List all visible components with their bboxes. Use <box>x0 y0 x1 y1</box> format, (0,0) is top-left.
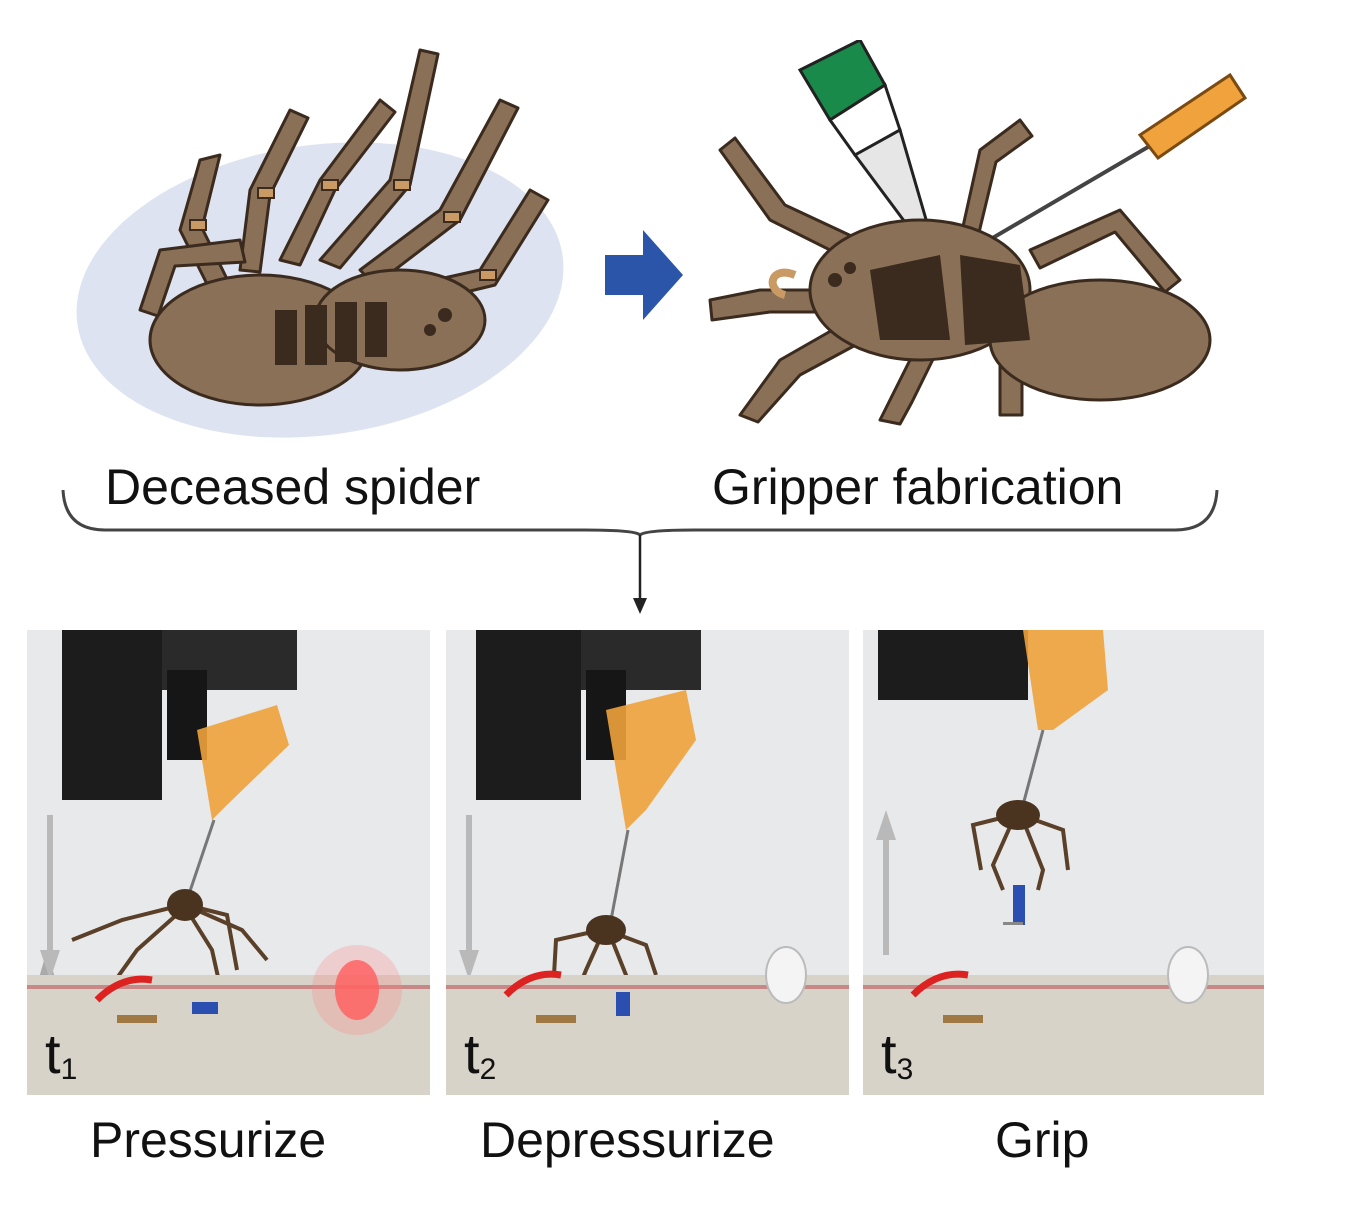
grouping-brace <box>61 490 1219 614</box>
led-off <box>1167 946 1209 1004</box>
down-arrow-icon <box>633 598 647 614</box>
spider-gripper <box>71 903 269 996</box>
photo-panel-grip: t3 <box>863 630 1264 1095</box>
time-label: t3 <box>881 1022 914 1086</box>
time-label: t1 <box>45 1022 78 1086</box>
photo-panel-pressurize: t1 <box>27 630 430 1095</box>
down-arrow-icon <box>40 950 60 980</box>
syringe-hub <box>197 705 289 820</box>
deceased-spider-illustration <box>76 48 564 438</box>
time-label: t2 <box>464 1022 497 1086</box>
up-arrow-icon <box>876 810 896 840</box>
depressurize-caption: Depressurize <box>480 1112 775 1168</box>
panel-scene <box>446 630 849 1095</box>
spider-gripper <box>970 813 1070 891</box>
spider-shadow <box>76 142 564 438</box>
spider-body <box>768 218 1212 402</box>
gripper-fabrication-caption: Gripper fabrication <box>712 459 1124 515</box>
spider-legs <box>708 118 1182 426</box>
led-on <box>335 960 379 1020</box>
deceased-spider-caption: Deceased spider <box>105 459 481 515</box>
grip-caption: Grip <box>995 1112 1090 1168</box>
down-arrow-icon <box>459 950 479 980</box>
mount-block <box>62 630 162 800</box>
leg-joints <box>189 179 497 281</box>
panel-scene <box>863 630 1264 1095</box>
gripper-fabrication-illustration <box>708 40 1248 426</box>
panel-scene <box>27 630 430 1095</box>
pressurize-caption: Pressurize <box>90 1112 327 1168</box>
spider-body <box>148 268 487 407</box>
photo-panel-depressurize: t2 <box>446 630 849 1095</box>
process-arrow-icon <box>605 230 683 320</box>
led-off <box>765 946 807 1004</box>
